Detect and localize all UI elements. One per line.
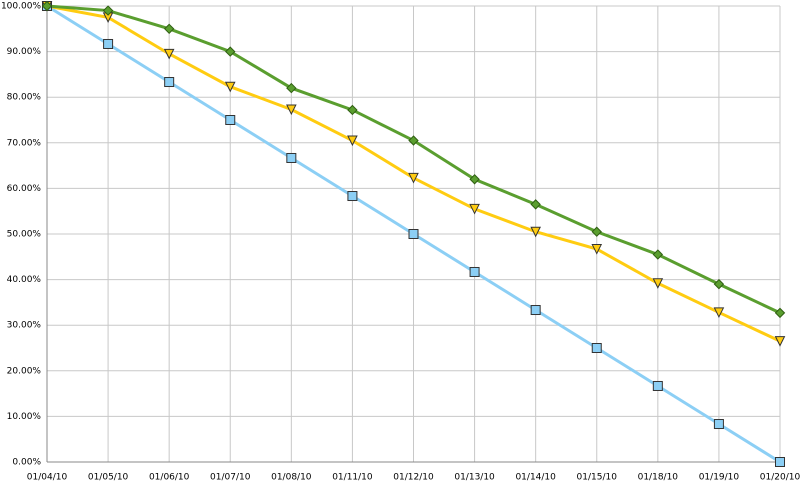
marker (286, 104, 297, 116)
marker (408, 172, 419, 184)
y-tick-label: 100.00% (1, 2, 41, 12)
x-tick-label: 01/07/10 (210, 473, 251, 483)
marker (347, 191, 358, 202)
marker (652, 249, 664, 260)
marker (530, 305, 541, 316)
x-tick-label: 01/20/10 (760, 473, 800, 483)
x-tick-label: 01/06/10 (149, 473, 190, 483)
x-tick-label: 01/08/10 (271, 473, 312, 483)
marker (591, 226, 602, 237)
marker (469, 203, 480, 215)
x-tick-label: 01/04/10 (27, 473, 68, 483)
marker (347, 104, 358, 116)
y-tick-label: 0.00% (12, 458, 41, 468)
x-tick-label: 01/18/10 (638, 473, 679, 483)
marker (286, 82, 297, 94)
marker (347, 135, 358, 147)
x-tick-label: 01/19/10 (699, 473, 740, 483)
y-tick-label: 40.00% (7, 275, 42, 285)
x-tick-label: 01/12/10 (393, 473, 434, 483)
marker (102, 5, 114, 16)
marker (408, 135, 419, 146)
marker (224, 81, 236, 93)
x-tick-label: 01/13/10 (454, 473, 495, 483)
x-tick-label: 01/11/10 (332, 473, 373, 483)
marker (591, 244, 603, 255)
marker (530, 199, 541, 210)
marker (163, 48, 175, 60)
marker (103, 38, 114, 49)
marker (713, 307, 725, 319)
y-tick-label: 30.00% (7, 321, 42, 331)
x-tick-label: 01/14/10 (515, 473, 556, 483)
marker (408, 229, 419, 239)
marker (286, 152, 297, 163)
y-tick-label: 50.00% (7, 230, 42, 240)
x-tick-label: 01/15/10 (577, 473, 618, 483)
marker (652, 278, 664, 289)
marker (163, 23, 175, 35)
marker (713, 278, 725, 290)
marker (774, 307, 786, 319)
marker (469, 174, 480, 185)
marker (164, 77, 175, 88)
marker (591, 343, 602, 353)
y-tick-label: 20.00% (7, 366, 42, 376)
marker (652, 380, 663, 391)
marker (530, 226, 541, 238)
marker (469, 266, 480, 277)
y-tick-label: 90.00% (7, 47, 42, 57)
y-tick-label: 10.00% (7, 412, 42, 422)
y-tick-label: 60.00% (7, 184, 42, 194)
x-tick-label: 01/05/10 (88, 473, 129, 483)
marker (713, 419, 724, 430)
y-tick-label: 80.00% (7, 93, 42, 103)
marker (774, 336, 786, 347)
y-tick-label: 70.00% (7, 138, 42, 148)
marker (225, 46, 236, 57)
marker (775, 457, 785, 467)
marker (41, 0, 53, 12)
marker (225, 115, 236, 125)
